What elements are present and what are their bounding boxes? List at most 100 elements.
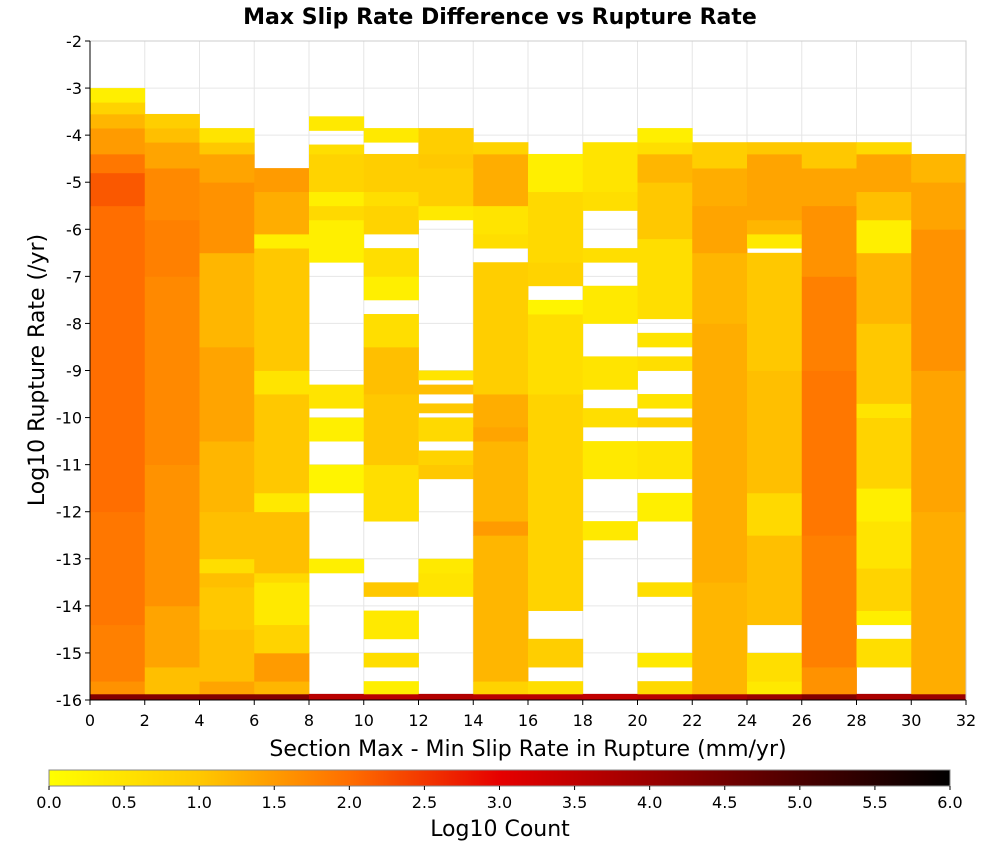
heatmap-cell: [747, 219, 803, 235]
heatmap-cell: [856, 638, 912, 668]
y-axis-ticks: -2 -3 -4 -5 -6 -7 -8 -9 -10 -11 -12 -13 -14 -15 -16: [56, 32, 90, 710]
x-axis-ticks: 0 2 4 6 8 10 12 14 16 18 20 22 24 26 28 30 32: [85, 700, 976, 730]
heatmap-cell: [747, 535, 803, 626]
heatmap-cell: [144, 113, 200, 129]
heatmap-cell: [692, 168, 748, 207]
heatmap-cell: [582, 356, 638, 390]
heatmap-cell: [144, 605, 200, 668]
heatmap-cell: [747, 252, 803, 371]
heatmap-cell: [144, 128, 200, 143]
heatmap-cell: [911, 370, 967, 513]
heatmap-cell: [528, 262, 584, 287]
y-tick-label: -8: [66, 314, 82, 333]
heatmap-cell: [473, 142, 529, 155]
heatmap-cell: [856, 142, 912, 155]
heatmap-cell: [418, 205, 474, 221]
heatmap-cell: [144, 219, 200, 277]
heatmap-cell: [582, 693, 638, 701]
heatmap-cell: [309, 384, 365, 409]
y-tick-label: -14: [56, 597, 82, 616]
heatmap-cells: [90, 88, 967, 701]
heatmap-cell: [582, 248, 638, 263]
heatmap-cell: [254, 394, 310, 494]
heatmap-cell: [528, 191, 584, 263]
heatmap-cell: [418, 370, 474, 381]
heatmap-cell: [801, 667, 857, 695]
heatmap-cell: [856, 568, 912, 611]
colorbar-tick-label: 2.0: [337, 793, 362, 812]
x-tick-label: 12: [408, 711, 428, 730]
heatmap-cell: [801, 168, 857, 207]
heatmap-cell: [473, 153, 529, 207]
heatmap-cell: [90, 693, 146, 701]
heatmap-cell: [144, 142, 200, 169]
heatmap-cell: [856, 252, 912, 324]
heatmap-cell: [528, 314, 584, 395]
heatmap-cell: [309, 144, 365, 155]
heatmap-cell: [856, 693, 912, 701]
heatmap-cell: [473, 233, 529, 249]
heatmap-cell: [856, 323, 912, 404]
heatmap-cell: [637, 417, 693, 428]
heatmap-cell: [856, 488, 912, 522]
colorbar-ticks: 0.0 0.5 1.0 1.5 2.0 2.5 3.0 3.5 4.0 4.5 5.0 5.5 6.0: [36, 786, 963, 812]
heatmap-cell: [199, 558, 255, 574]
y-tick-label: -11: [56, 456, 82, 475]
heatmap-cell: [911, 153, 967, 183]
heatmap-cell: [637, 238, 693, 320]
colorbar: [48, 769, 951, 787]
heatmap-cell: [473, 205, 529, 235]
y-tick-label: -5: [66, 173, 82, 192]
heatmap-cell: [582, 521, 638, 541]
heatmap-cell: [582, 441, 638, 480]
heatmap-cell: [90, 153, 146, 174]
heatmap-cell: [637, 182, 693, 240]
heatmap-cell: [90, 276, 146, 371]
heatmap-cell: [747, 652, 803, 682]
y-tick-label: -4: [66, 126, 82, 145]
heatmap-cell: [363, 248, 419, 277]
heatmap-cell: [747, 233, 803, 249]
heatmap-cell: [637, 142, 693, 155]
heatmap-cell: [911, 693, 967, 701]
heatmap-cell: [309, 191, 365, 207]
chart-title: Max Slip Rate Difference vs Rupture Rate: [243, 5, 757, 30]
heatmap-cell: [747, 142, 803, 155]
heatmap-cell: [199, 153, 255, 183]
y-tick-label: -6: [66, 220, 82, 239]
heatmap-cell: [199, 587, 255, 630]
heatmap-cell: [747, 153, 803, 221]
y-tick-label: -3: [66, 79, 82, 98]
heatmap-cell: [199, 572, 255, 588]
x-tick-label: 20: [627, 711, 647, 730]
heatmap-cell: [637, 441, 693, 480]
heatmap-cell: [692, 142, 748, 169]
heatmap-cell: [199, 629, 255, 682]
y-axis-label: Log10 Rupture Rate (/yr): [25, 234, 50, 506]
heatmap-cell: [363, 191, 419, 207]
x-axis-label: Section Max - Min Slip Rate in Rupture (…: [269, 737, 786, 762]
x-tick-label: 30: [901, 711, 921, 730]
heatmap-cell: [254, 191, 310, 235]
heatmap-cell: [363, 464, 419, 522]
heatmap-cell: [199, 182, 255, 254]
heatmap-cell: [90, 370, 146, 513]
y-tick-label: -7: [66, 267, 82, 286]
heatmap-cell: [199, 346, 255, 442]
heatmap-cell: [582, 142, 638, 193]
heatmap-cell: [692, 205, 748, 254]
heatmap-cell: [801, 205, 857, 277]
heatmap-cell: [418, 417, 474, 442]
heatmap-cell: [528, 693, 584, 701]
y-tick-label: -13: [56, 550, 82, 569]
colorbar-tick-label: 0.0: [36, 793, 61, 812]
colorbar-tick-label: 4.0: [637, 793, 662, 812]
heatmap-cell: [144, 168, 200, 221]
heatmap-cell: [90, 128, 146, 155]
heatmap-cell: [418, 128, 474, 155]
heatmap-cell: [418, 153, 474, 169]
heatmap-cell: [254, 370, 310, 395]
heatmap-cell: [637, 332, 693, 348]
colorbar-tick-label: 5.5: [862, 793, 887, 812]
heatmap-cell: [856, 417, 912, 489]
